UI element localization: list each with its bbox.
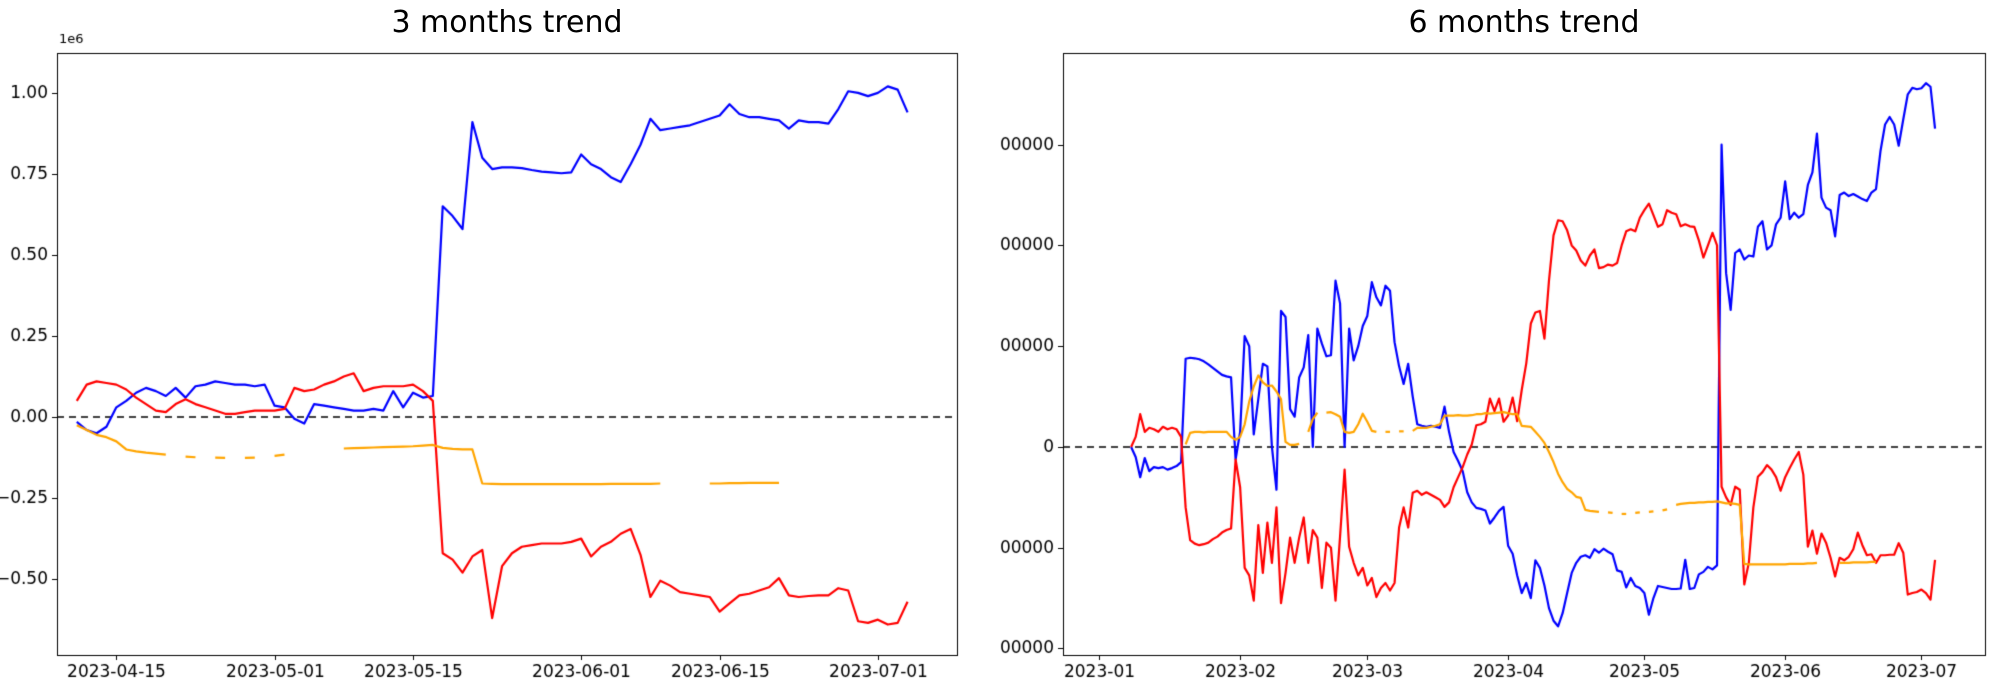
chart-6-months-figure: 6 months trend (1000, 0, 2000, 700)
chart-6-months-canvas (1000, 0, 2000, 700)
chart-3-months-figure: 3 months trend (0, 0, 1000, 700)
chart-3-months-canvas (0, 0, 1000, 700)
chart-3-months-title: 3 months trend (391, 5, 623, 40)
chart-6-months-title: 6 months trend (1408, 5, 1640, 40)
